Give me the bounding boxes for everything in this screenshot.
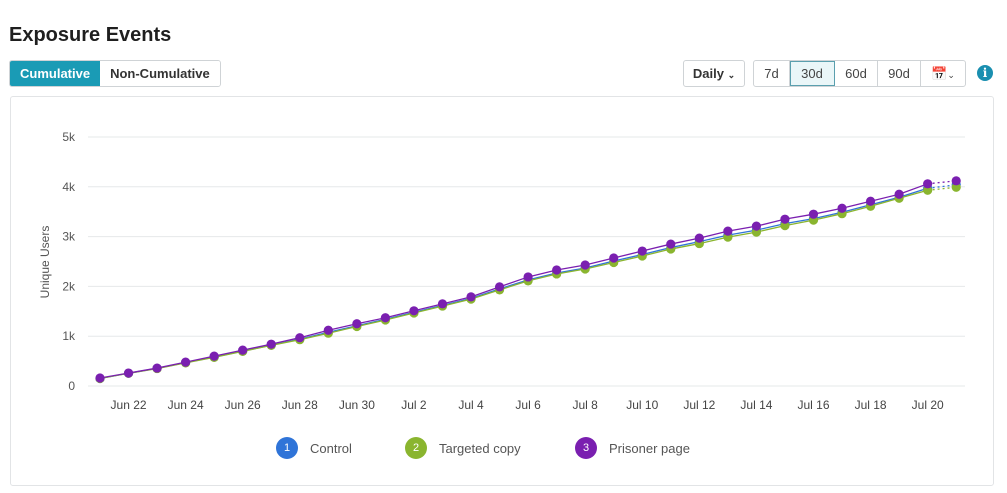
interval-dropdown[interactable]: Daily ⌄ (683, 60, 745, 87)
data-point[interactable] (580, 260, 590, 270)
data-point[interactable] (923, 185, 933, 195)
y-tick-label: 5k (62, 130, 76, 144)
series-line-1 (99, 189, 928, 380)
data-point[interactable] (552, 265, 562, 275)
range-30d-button[interactable]: 30d (790, 61, 835, 86)
x-tick-label: Jul 16 (797, 398, 829, 412)
legend-item-control[interactable]: 1 Control (276, 437, 352, 459)
x-tick-label: Jun 22 (111, 398, 147, 412)
x-tick-label: Jul 18 (855, 398, 887, 412)
data-point[interactable] (238, 345, 248, 355)
chevron-down-icon: ⌄ (947, 70, 955, 80)
legend-marker-targeted-copy: 2 (405, 437, 427, 459)
x-tick-label: Jul 14 (740, 398, 772, 412)
data-point[interactable] (152, 363, 162, 373)
data-point[interactable] (666, 239, 676, 249)
data-point[interactable] (352, 319, 362, 329)
range-60d-button[interactable]: 60d (835, 61, 878, 86)
data-point[interactable] (951, 182, 961, 192)
y-tick-label: 0 (68, 379, 75, 393)
data-point[interactable] (95, 373, 105, 383)
data-point[interactable] (323, 325, 333, 335)
calendar-icon: 📅 (931, 66, 948, 81)
x-tick-label: Jul 20 (912, 398, 944, 412)
non-cumulative-button[interactable]: Non-Cumulative (100, 61, 220, 86)
legend-item-targeted-copy[interactable]: 2 Targeted copy (405, 437, 521, 459)
x-tick-label: Jul 6 (515, 398, 541, 412)
x-tick-label: Jun 24 (168, 398, 204, 412)
chart-card (10, 96, 994, 486)
legend-marker-control: 1 (276, 437, 298, 459)
data-point[interactable] (181, 357, 191, 367)
page-title: Exposure Events (9, 24, 172, 46)
legend-item-prisoner-page[interactable]: 3 Prisoner page (575, 437, 690, 459)
data-point[interactable] (295, 333, 305, 343)
data-point[interactable] (494, 282, 505, 292)
data-point[interactable] (808, 209, 819, 219)
cumulative-toggle: Cumulative Non-Cumulative (9, 60, 221, 87)
range-90d-button[interactable]: 90d (878, 61, 921, 86)
data-point[interactable] (209, 351, 219, 361)
data-point[interactable] (780, 214, 790, 224)
data-point[interactable] (723, 226, 733, 236)
chevron-down-icon: ⌄ (727, 70, 736, 80)
calendar-dropdown[interactable]: 📅⌄ (921, 61, 965, 86)
interval-label: Daily (692, 66, 724, 81)
x-tick-label: Jun 28 (282, 398, 318, 412)
x-tick-label: Jun 26 (225, 398, 261, 412)
data-point[interactable] (751, 221, 762, 231)
date-range-selector: 7d 30d 60d 90d 📅⌄ (753, 60, 966, 87)
range-7d-button[interactable]: 7d (754, 61, 790, 86)
data-point[interactable] (609, 253, 619, 263)
data-point[interactable] (837, 203, 847, 213)
data-point[interactable] (865, 196, 876, 206)
x-tick-label: Jul 8 (573, 398, 599, 412)
data-point[interactable] (694, 233, 704, 243)
series-line-0 (99, 187, 928, 380)
data-point[interactable] (466, 292, 476, 302)
legend-label: Targeted copy (439, 440, 521, 456)
data-point[interactable] (894, 189, 904, 199)
legend-label: Control (310, 440, 352, 456)
y-axis-label: Unique Users (38, 226, 52, 299)
data-point[interactable] (523, 272, 533, 282)
data-point[interactable] (951, 176, 961, 186)
data-point[interactable] (123, 368, 134, 378)
data-point[interactable] (409, 306, 419, 316)
data-point[interactable] (437, 299, 448, 309)
data-point[interactable] (380, 313, 390, 323)
series-line-2 (99, 183, 928, 379)
cumulative-button[interactable]: Cumulative (10, 61, 101, 86)
x-tick-label: Jul 12 (683, 398, 715, 412)
legend-marker-prisoner-page: 3 (575, 437, 597, 459)
data-point[interactable] (266, 339, 276, 349)
data-point[interactable] (637, 246, 647, 256)
x-tick-label: Jul 10 (626, 398, 658, 412)
x-tick-label: Jul 4 (458, 398, 484, 412)
legend-label: Prisoner page (609, 440, 690, 456)
data-point[interactable] (780, 221, 790, 231)
info-icon[interactable]: i (977, 65, 993, 81)
x-tick-label: Jul 2 (401, 398, 427, 412)
x-tick-label: Jun 30 (339, 398, 375, 412)
y-tick-label: 4k (62, 180, 76, 194)
y-tick-label: 2k (62, 279, 76, 293)
data-point[interactable] (923, 179, 933, 189)
y-tick-label: 3k (62, 230, 76, 244)
y-tick-label: 1k (62, 329, 76, 343)
